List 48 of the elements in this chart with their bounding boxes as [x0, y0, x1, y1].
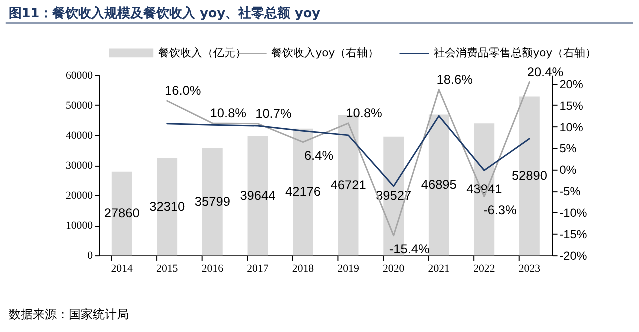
data-label: 20.4% — [527, 64, 564, 80]
x-tick-label: 2020 — [383, 262, 405, 275]
x-tick-label: 2017 — [247, 262, 270, 275]
data-label: 10.7% — [256, 106, 292, 121]
y2-tick-label: 5% — [560, 142, 578, 156]
y-tick-label: 30000 — [66, 160, 94, 172]
y2-tick-label: -5% — [560, 184, 582, 199]
data-label: -15.4% — [389, 242, 430, 257]
x-tick-label: 2016 — [202, 262, 224, 275]
data-label: 35799 — [194, 194, 230, 209]
y-tick-label: 50000 — [66, 100, 94, 112]
data-label: 42176 — [285, 184, 322, 200]
x-tick-label: 2018 — [292, 262, 314, 275]
y2-tick-label: -20% — [560, 249, 588, 263]
y-tick-label: 20000 — [66, 190, 94, 202]
data-label: 6.4% — [304, 148, 334, 164]
data-label: 27860 — [104, 206, 140, 221]
x-tick-label: 2014 — [111, 262, 134, 275]
legend-label: 餐饮收入yoy（右轴） — [272, 46, 380, 60]
x-tick-label: 2022 — [474, 262, 496, 275]
x-tick-label: 2019 — [338, 262, 360, 275]
data-label: 32310 — [150, 198, 186, 214]
y2-tick-label: 10% — [560, 120, 584, 134]
data-label: -6.3% — [483, 202, 517, 218]
y2-tick-label: 20% — [560, 77, 584, 92]
data-label: 39644 — [240, 188, 276, 203]
data-label: 16.0% — [165, 83, 202, 98]
y-tick-label: 40000 — [66, 130, 94, 142]
y-tick-label: 60000 — [66, 70, 94, 82]
chart-title: 图11：餐饮收入规模及餐饮收入 yoy、社零总额 yoy — [8, 5, 322, 22]
data-label: 10.8% — [346, 106, 382, 121]
x-tick-label: 2015 — [156, 262, 178, 275]
y2-tick-label: -15% — [560, 228, 588, 242]
x-tick-label: 2023 — [518, 262, 541, 275]
data-label: 52890 — [512, 168, 548, 184]
data-label: 39527 — [376, 188, 412, 204]
source-note: 数据来源：国家统计局 — [8, 308, 129, 322]
y2-tick-label: 0% — [560, 163, 578, 178]
x-tick-label: 2021 — [428, 262, 450, 275]
y-tick-label: 10000 — [66, 220, 94, 232]
data-label: 46895 — [421, 177, 457, 192]
legend-label: 社会消费品零售总额yoy（右轴） — [434, 46, 597, 60]
data-label: 46721 — [330, 177, 366, 192]
y2-tick-label: 15% — [560, 98, 584, 113]
y-tick-label: 0 — [88, 250, 94, 262]
y2-tick-label: -10% — [560, 206, 588, 220]
data-label: 18.6% — [436, 72, 474, 88]
data-label: 10.8% — [210, 106, 247, 121]
